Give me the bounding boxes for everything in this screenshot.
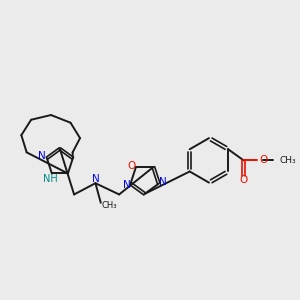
Text: O: O <box>128 161 136 171</box>
Text: CH₃: CH₃ <box>280 156 296 165</box>
Text: O: O <box>259 155 268 165</box>
Text: N: N <box>159 177 167 188</box>
Text: O: O <box>239 175 248 185</box>
Text: N: N <box>38 152 46 161</box>
Text: N: N <box>92 174 100 184</box>
Text: N: N <box>122 180 130 190</box>
Text: CH₃: CH₃ <box>101 201 117 210</box>
Text: NH: NH <box>43 174 58 184</box>
